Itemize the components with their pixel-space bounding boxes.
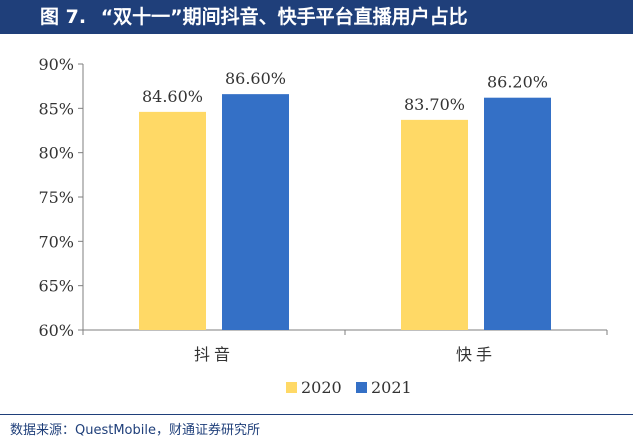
bar-2020-0: [139, 111, 206, 330]
chart-y-tick-labels: 60% 65% 70% 75% 80% 85% 90%: [38, 55, 74, 340]
y-tick-label: 65%: [38, 277, 74, 296]
data-label: 84.60%: [142, 87, 203, 106]
legend-swatch: [356, 382, 367, 393]
x-tick-label: 快手: [456, 345, 496, 364]
y-tick-label: 70%: [38, 232, 74, 251]
x-tick-label: 抖音: [194, 345, 234, 364]
figure-number: 图 7.: [40, 6, 87, 28]
figure-title: “双十一”期间抖音、快手平台直播用户占比: [100, 6, 468, 28]
legend-swatch: [286, 382, 297, 393]
chart-legend: 2020 2021: [286, 378, 412, 397]
source-divider: [0, 414, 633, 415]
y-tick-label: 75%: [38, 188, 74, 207]
y-tick-label: 90%: [38, 55, 74, 74]
bar-chart: 84.60% 86.60% 83.70% 86.20% 抖音 快手 60% 65% 70% 7…: [38, 55, 608, 397]
data-label: 86.20%: [487, 73, 548, 92]
chart-bars: [139, 94, 551, 330]
legend-label: 2020: [301, 378, 342, 397]
bar-2020-1: [401, 119, 468, 330]
bar-2021-1: [484, 97, 551, 330]
chart-data-labels: 84.60% 86.60% 83.70% 86.20%: [142, 69, 548, 114]
data-label: 83.70%: [404, 95, 465, 114]
data-label: 86.60%: [225, 69, 286, 88]
bar-2021-0: [222, 94, 289, 330]
chart-x-tick-labels: 抖音 快手: [194, 345, 496, 364]
legend-label: 2021: [371, 378, 412, 397]
y-tick-label: 60%: [38, 321, 74, 340]
y-tick-label: 80%: [38, 144, 74, 163]
y-tick-label: 85%: [38, 99, 74, 118]
figure-title-bar: 图 7. “双十一”期间抖音、快手平台直播用户占比: [0, 0, 633, 34]
source-note: 数据来源：QuestMobile，财通证券研究所: [10, 423, 260, 438]
